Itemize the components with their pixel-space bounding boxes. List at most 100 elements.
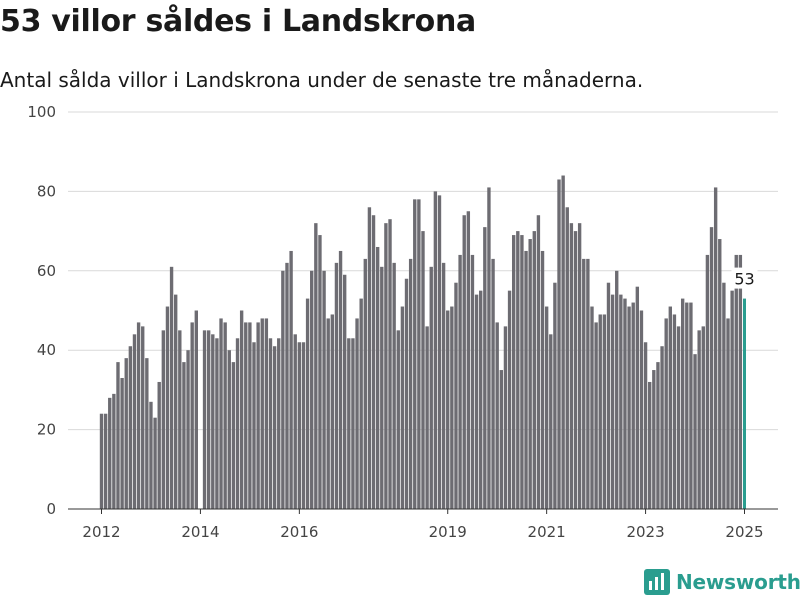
bar <box>330 314 335 509</box>
bar <box>713 187 718 509</box>
bar <box>235 338 240 509</box>
bar <box>483 227 487 509</box>
bar <box>421 231 425 509</box>
bar <box>314 223 318 509</box>
bar <box>524 250 528 509</box>
bar <box>726 318 730 509</box>
bar <box>619 294 623 509</box>
bar <box>400 306 405 509</box>
bar <box>244 322 248 509</box>
bar <box>388 219 392 509</box>
bar <box>371 215 376 509</box>
bar <box>396 330 400 509</box>
bar <box>495 322 499 509</box>
bar <box>454 282 458 509</box>
bar <box>610 294 615 509</box>
value-label-background <box>731 267 758 289</box>
bar <box>697 330 701 509</box>
bar <box>338 250 343 509</box>
bar <box>285 262 289 509</box>
bar <box>239 310 244 509</box>
bar <box>252 342 256 509</box>
bar <box>730 290 734 509</box>
bar <box>689 302 693 509</box>
bar <box>536 215 541 509</box>
y-tick-label: 20 <box>37 421 56 439</box>
brand-logo: Newsworthy <box>644 569 800 595</box>
bar <box>392 262 396 509</box>
bar <box>182 362 186 509</box>
bar <box>289 250 293 509</box>
bar <box>363 258 367 509</box>
bar <box>479 290 483 509</box>
bar <box>549 334 553 509</box>
bar <box>326 318 330 509</box>
y-tick-label: 60 <box>37 262 56 280</box>
bar <box>417 199 421 509</box>
x-tick-label: 2014 <box>181 523 219 541</box>
bar <box>656 362 660 509</box>
bar <box>582 258 586 509</box>
bar-series <box>99 175 746 510</box>
bar <box>664 318 668 509</box>
bar <box>347 338 351 509</box>
bar <box>305 298 310 509</box>
bar <box>169 266 174 509</box>
bar <box>569 223 574 509</box>
bar <box>277 338 281 509</box>
bar <box>260 318 264 509</box>
bar <box>466 211 471 509</box>
bar <box>738 254 743 509</box>
bar <box>685 302 689 509</box>
bar <box>413 199 417 509</box>
bar <box>425 326 429 509</box>
bar <box>722 282 726 509</box>
bar <box>672 314 677 509</box>
bar-highlight <box>743 298 746 509</box>
bar <box>297 342 302 509</box>
value-annotation: 53 <box>731 267 758 289</box>
bar <box>202 330 207 509</box>
bar <box>511 235 516 509</box>
bar <box>256 322 260 509</box>
bar <box>281 270 285 509</box>
bar <box>437 195 442 509</box>
bar <box>565 207 569 509</box>
bar <box>165 306 170 509</box>
x-axis: 2012 2014 2016 2019 2021 2023 2025 <box>68 508 778 541</box>
bar <box>194 310 198 509</box>
bar <box>153 417 157 509</box>
bar <box>433 191 438 509</box>
bar <box>429 266 433 509</box>
bar <box>112 393 116 509</box>
bar <box>718 239 722 510</box>
chart-title: 53 villor såldes i Landskrona <box>0 4 476 39</box>
bar <box>116 362 120 509</box>
bar <box>503 326 508 509</box>
bar <box>380 266 384 509</box>
bar <box>334 262 339 509</box>
y-tick-label: 80 <box>37 182 56 200</box>
bar <box>557 179 561 510</box>
bar <box>272 346 277 509</box>
bar <box>602 314 607 509</box>
bar <box>635 286 640 509</box>
bar <box>223 322 227 509</box>
bar <box>161 330 166 509</box>
x-tick-label: 2023 <box>626 523 664 541</box>
bar <box>577 223 582 509</box>
bar <box>676 326 681 509</box>
bar <box>561 175 565 509</box>
bar <box>174 294 178 509</box>
bar <box>474 294 479 509</box>
bar <box>623 298 627 509</box>
bar <box>520 235 524 509</box>
bar <box>615 270 619 509</box>
bar <box>264 318 269 509</box>
bar <box>705 254 710 509</box>
bar <box>355 318 359 509</box>
x-tick-label: 2025 <box>725 523 763 541</box>
bar <box>441 262 446 509</box>
bar <box>186 350 190 509</box>
bar <box>318 235 322 509</box>
